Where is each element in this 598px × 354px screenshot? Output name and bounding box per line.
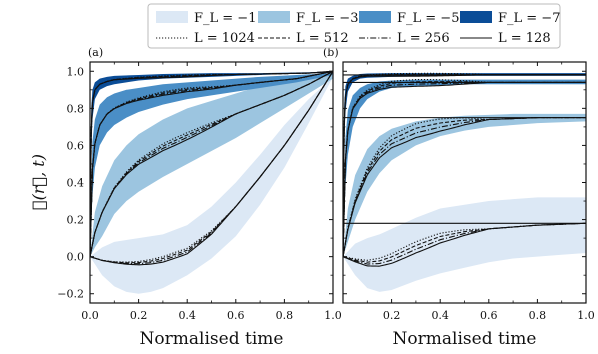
y-tick-label: 0.4: [67, 177, 85, 190]
series-line: [90, 70, 333, 266]
panel-b: 0.2 0.4 0.6 0.8 1.0 (b) Normalised time: [323, 46, 595, 349]
x-tick-label: 0.2: [383, 309, 401, 322]
y-tick-label: 0.2: [67, 214, 85, 227]
series-line: [343, 81, 586, 257]
legend-label: L = 256: [397, 31, 450, 46]
series-line: [343, 117, 586, 257]
y-tick-label: 0.8: [67, 102, 85, 115]
legend-label: F_L = −7: [498, 11, 560, 26]
panel-tag: (b): [323, 46, 339, 59]
series-line: [90, 70, 333, 263]
plot-area: [343, 72, 586, 292]
band-0: [343, 197, 586, 292]
band-0: [90, 76, 333, 294]
panel-tag: (a): [88, 46, 103, 59]
legend-label: L = 1024: [194, 31, 255, 46]
plot-area: [90, 70, 333, 294]
x-tick-label: 0.8: [529, 309, 547, 322]
series-line: [90, 70, 333, 257]
legend-label: L = 512: [296, 31, 349, 46]
x-tick-label: 1.0: [324, 309, 342, 322]
series-line: [343, 222, 586, 265]
y-axis-label: 𝒞(r⃗, t): [29, 154, 48, 210]
band-1: [343, 113, 586, 257]
x-tick-label: 0.6: [227, 309, 245, 322]
x-axis-label: Normalised time: [140, 329, 284, 349]
x-tick-label: 1.0: [577, 309, 595, 322]
y-tick-label: 0.6: [67, 139, 85, 152]
series-line: [90, 70, 333, 257]
series-line: [343, 74, 586, 257]
y-tick-label: 1.0: [67, 65, 85, 78]
y-tick-label: 0.0: [67, 251, 85, 264]
series-line: [90, 70, 333, 257]
legend-swatch: [359, 11, 391, 23]
legend-label: F_L = −5: [397, 11, 459, 26]
x-tick-label: 0.8: [276, 309, 294, 322]
x-tick-label: 0.2: [130, 309, 148, 322]
x-tick-label: 0.6: [480, 309, 498, 322]
legend-swatch: [156, 11, 188, 23]
legend-box: [147, 3, 561, 49]
legend-label: L = 128: [498, 31, 551, 46]
panel-a: 0.0 0.2 0.4 0.6 0.8 1.0 −0.2 0.0 0.2 0.4 0.6 0.8 1.0…: [57, 46, 341, 349]
series-line: [343, 222, 586, 267]
legend-label: F_L = −3: [296, 11, 358, 26]
x-tick-label: 0.0: [81, 309, 99, 322]
series-line: [90, 70, 333, 257]
series-line: [343, 222, 586, 261]
legend: F_L = −1 F_L = −3 F_L = −5 F_L = −7 L = 1024…: [147, 3, 561, 49]
legend-label: F_L = −1: [194, 11, 256, 26]
band-2: [343, 79, 586, 257]
y-tick-label: −0.2: [57, 288, 84, 301]
x-tick-label: 0.4: [431, 309, 449, 322]
x-axis-label: Normalised time: [393, 329, 537, 349]
x-tick-label: 0.4: [178, 309, 196, 322]
legend-swatch: [258, 11, 290, 23]
legend-swatch: [460, 11, 492, 23]
